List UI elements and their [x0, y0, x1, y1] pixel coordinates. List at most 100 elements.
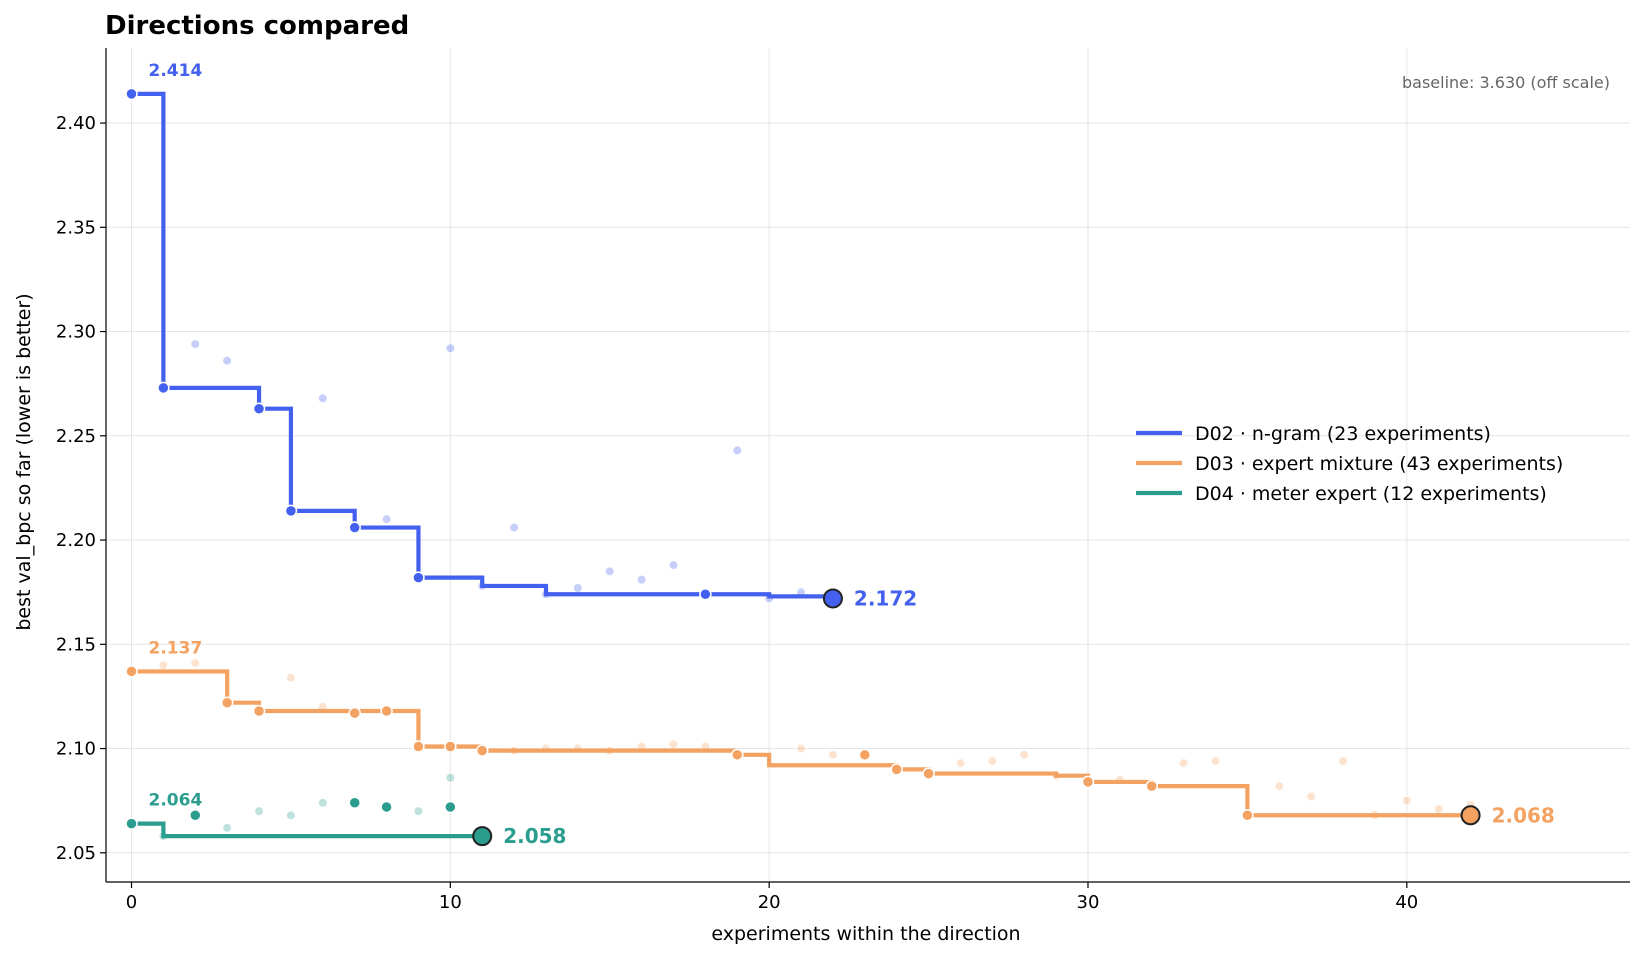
trial-point	[987, 756, 998, 767]
start-value-label: 2.414	[149, 61, 203, 81]
trial-point	[827, 749, 838, 760]
trial-point	[381, 514, 392, 525]
x-tick-label: 0	[126, 892, 137, 913]
y-tick-label: 2.20	[56, 530, 96, 551]
y-tick-label: 2.10	[56, 739, 96, 760]
improvement-point	[858, 748, 872, 762]
series-2: 2.064 2.058	[125, 772, 566, 848]
improvement-point	[157, 381, 170, 395]
trial-point	[445, 343, 456, 354]
trial-point	[285, 810, 296, 821]
improvement-point	[444, 740, 457, 753]
improvement-point	[125, 87, 138, 101]
start-value-label: 2.064	[149, 791, 203, 811]
trial-point	[222, 355, 233, 366]
improvement-point	[252, 402, 266, 415]
legend-entry: D02 · n-gram (23 experiments)	[1195, 423, 1491, 445]
start-value-label: 2.137	[149, 638, 203, 658]
improvement-point	[380, 800, 393, 814]
trial-point	[1433, 804, 1444, 815]
end-value-label: 2.058	[503, 824, 566, 848]
trial-point	[317, 393, 328, 404]
trial-point	[1210, 756, 1221, 767]
trial-point	[413, 806, 424, 817]
legend-entry: D04 · meter expert (12 experiments)	[1195, 483, 1547, 505]
trial-point	[572, 583, 583, 594]
improvement-point	[1241, 809, 1254, 822]
y-tick-label: 2.30	[56, 322, 96, 343]
trial-point	[1401, 795, 1412, 806]
x-axis-label: experiments within the direction	[711, 923, 1020, 945]
x-tick-label: 20	[758, 892, 781, 913]
improvement-point	[731, 748, 744, 762]
improvement-point	[890, 763, 903, 776]
best-so-far-line	[131, 91, 836, 599]
trial-point	[190, 339, 201, 350]
trial-point	[445, 772, 456, 783]
y-axis-label: best val_bpc so far (lower is better)	[13, 293, 35, 630]
improvement-point	[189, 809, 202, 822]
improvement-point	[475, 744, 489, 757]
trial-point	[254, 806, 265, 817]
trial-point	[668, 739, 679, 750]
x-tick-label: 30	[1077, 892, 1100, 913]
trial-point	[285, 672, 296, 683]
final-point	[472, 826, 493, 847]
improvement-point	[125, 817, 138, 830]
trial-point	[636, 574, 647, 585]
best-so-far-line	[131, 821, 483, 839]
improvement-point	[284, 504, 298, 518]
y-tick-label: 2.05	[56, 843, 96, 864]
trial-point	[955, 758, 966, 769]
y-tick-label: 2.15	[56, 634, 96, 655]
y-tick-label: 2.25	[56, 426, 96, 447]
trial-point	[1306, 791, 1317, 802]
legend-entry: D03 · expert mixture (43 experiments)	[1195, 453, 1563, 475]
improvement-point	[444, 800, 457, 814]
trial-point	[222, 822, 233, 833]
improvement-point	[1145, 779, 1159, 793]
trial-point	[190, 658, 201, 669]
trial-point	[509, 522, 520, 533]
trial-point	[1178, 758, 1189, 769]
final-point	[1460, 805, 1481, 826]
improvement-point	[412, 571, 425, 584]
trial-point	[1338, 756, 1349, 767]
y-tick-label: 2.35	[56, 217, 96, 238]
y-tick-label: 2.40	[56, 113, 96, 134]
improvement-point	[348, 706, 361, 720]
baseline-annotation: baseline: 3.630 (off scale)	[1402, 73, 1610, 92]
end-value-label: 2.172	[854, 586, 917, 610]
final-point	[822, 588, 843, 609]
trial-point	[604, 566, 615, 577]
improvement-point	[922, 767, 935, 780]
chart-title: Directions compared	[105, 11, 409, 41]
trial-point	[1274, 781, 1285, 792]
grid	[106, 48, 1630, 882]
best-so-far-line	[131, 669, 1471, 818]
improvement-point	[1081, 775, 1095, 789]
series-1: 2.137 2.068	[125, 638, 1555, 827]
improvement-point	[252, 704, 266, 718]
axes	[105, 48, 1630, 883]
trial-point	[668, 560, 679, 571]
end-value-label: 2.068	[1492, 803, 1555, 827]
trial-point	[317, 797, 328, 808]
improvement-point	[125, 665, 138, 678]
ticks: 0 10 20 30 40 2.05 2.10 2.15 2.20 2.25 2.30 2.35 2.4…	[56, 113, 1418, 913]
trial-point	[796, 743, 807, 754]
trial-point	[1019, 749, 1030, 760]
improvement-point	[699, 588, 712, 601]
legend: D02 · n-gram (23 experiments) D03 · exper…	[1136, 423, 1563, 505]
improvement-point	[412, 740, 425, 753]
improvement-point	[380, 704, 393, 718]
series-0: 2.414 2.172	[125, 61, 917, 610]
trial-point	[158, 660, 169, 671]
trial-point	[732, 445, 743, 456]
improvement-point	[348, 796, 361, 810]
x-tick-label: 40	[1395, 892, 1418, 913]
x-tick-label: 10	[439, 892, 462, 913]
improvement-point	[220, 696, 234, 709]
improvement-point	[348, 521, 361, 534]
